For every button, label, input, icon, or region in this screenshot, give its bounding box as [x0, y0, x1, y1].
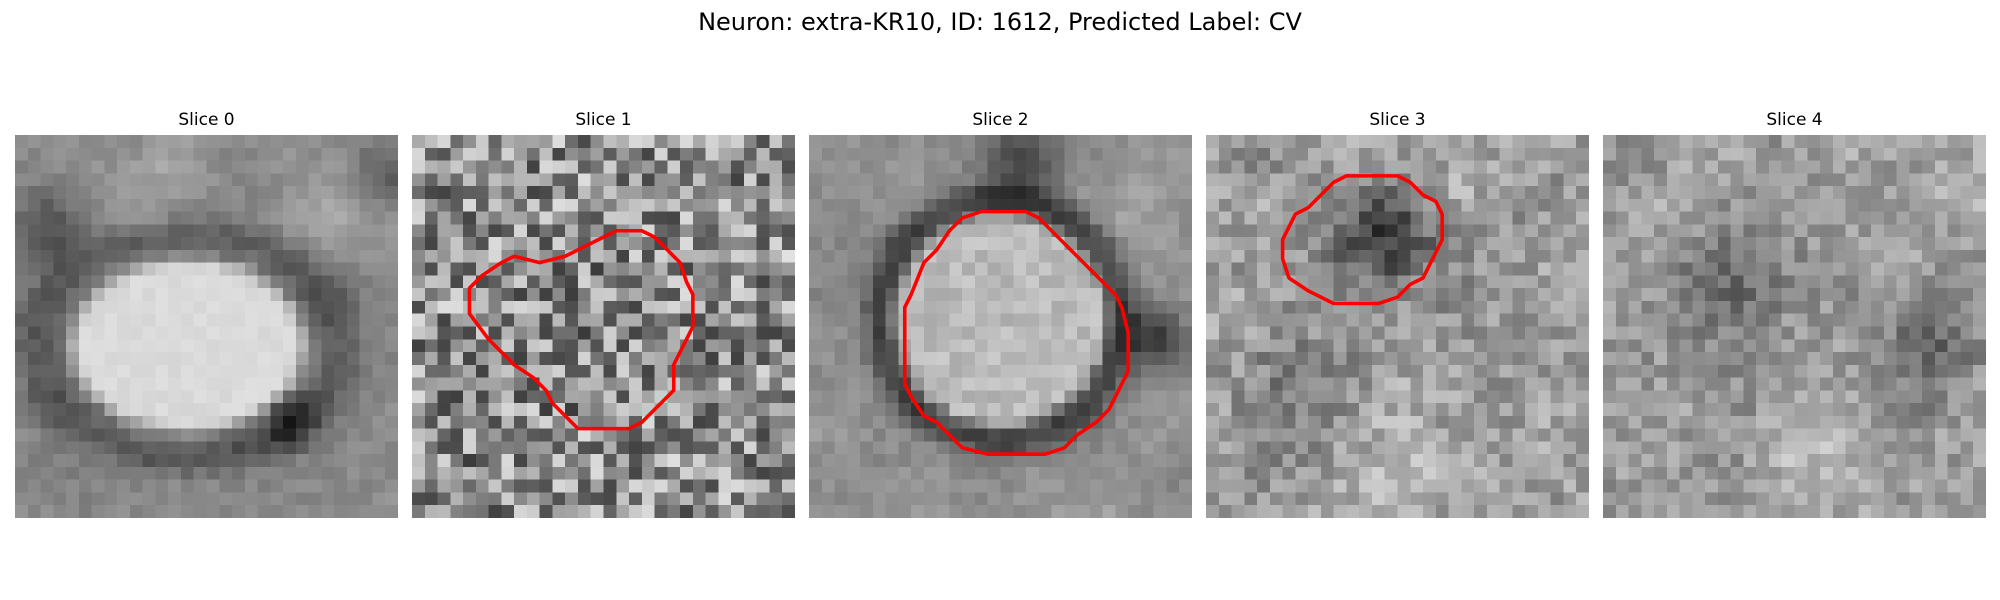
- figure-title: Neuron: extra-KR10, ID: 1612, Predicted …: [698, 8, 1302, 36]
- slice-title: Slice 4: [1766, 110, 1823, 130]
- slice-image: [1206, 135, 1589, 518]
- slice-image: [15, 135, 398, 518]
- slice-panel-0: Slice 0: [15, 110, 398, 518]
- slice-panel-2: Slice 2: [809, 110, 1192, 518]
- cell-contour: [1280, 174, 1444, 306]
- slice-image: [412, 135, 795, 518]
- slice-0-pixel-grid: [15, 135, 398, 518]
- slice-3-pixel-grid: [1206, 135, 1589, 518]
- cell-contour: [467, 228, 695, 431]
- slice-title: Slice 3: [1369, 110, 1426, 130]
- slice-image: [809, 135, 1192, 518]
- slice-1-pixel-grid: [412, 135, 795, 518]
- slice-title: Slice 2: [972, 110, 1029, 130]
- slice-panel-1: Slice 1: [412, 110, 795, 518]
- slice-panel-4: Slice 4: [1603, 110, 1986, 518]
- slice-title: Slice 1: [575, 110, 632, 130]
- slice-4-pixel-grid: [1603, 135, 1986, 518]
- slice-panel-3: Slice 3: [1206, 110, 1589, 518]
- slice-image: [1603, 135, 1986, 518]
- slice-2-pixel-grid: [809, 135, 1192, 518]
- slice-title: Slice 0: [178, 110, 235, 130]
- cell-contour: [902, 209, 1130, 456]
